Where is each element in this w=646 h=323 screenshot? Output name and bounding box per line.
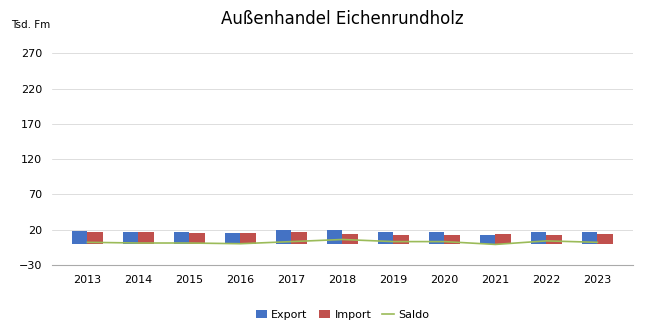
Saldo <box>185 241 193 245</box>
Saldo <box>339 237 346 241</box>
Saldo <box>492 243 499 246</box>
Title: Außenhandel Eichenrundholz: Außenhandel Eichenrundholz <box>221 10 464 28</box>
Bar <box>582 233 598 244</box>
Bar <box>342 234 358 244</box>
Bar <box>393 234 409 244</box>
Saldo <box>287 240 295 244</box>
Bar <box>327 230 342 244</box>
Bar <box>138 233 154 244</box>
Bar <box>495 234 511 244</box>
Saldo <box>236 242 244 246</box>
Bar <box>531 233 547 244</box>
Bar <box>123 232 138 244</box>
Bar <box>240 233 256 244</box>
Line: Saldo: Saldo <box>87 239 598 245</box>
Saldo <box>134 241 142 245</box>
Bar <box>598 234 612 244</box>
Saldo <box>83 240 91 244</box>
Bar <box>87 233 103 244</box>
Saldo <box>390 240 397 244</box>
Bar <box>276 230 291 244</box>
Bar <box>480 234 495 244</box>
Bar <box>225 233 240 244</box>
Bar <box>547 235 561 244</box>
Bar <box>72 231 87 244</box>
Saldo <box>594 240 601 244</box>
Saldo <box>543 239 550 243</box>
Text: Tsd. Fm: Tsd. Fm <box>11 20 50 30</box>
Bar <box>291 232 307 244</box>
Bar <box>174 233 189 244</box>
Bar <box>429 233 444 244</box>
Bar <box>444 234 460 244</box>
Bar <box>189 233 205 244</box>
Legend: Export, Import, Saldo: Export, Import, Saldo <box>251 305 433 323</box>
Saldo <box>441 240 448 244</box>
Bar <box>378 233 393 244</box>
